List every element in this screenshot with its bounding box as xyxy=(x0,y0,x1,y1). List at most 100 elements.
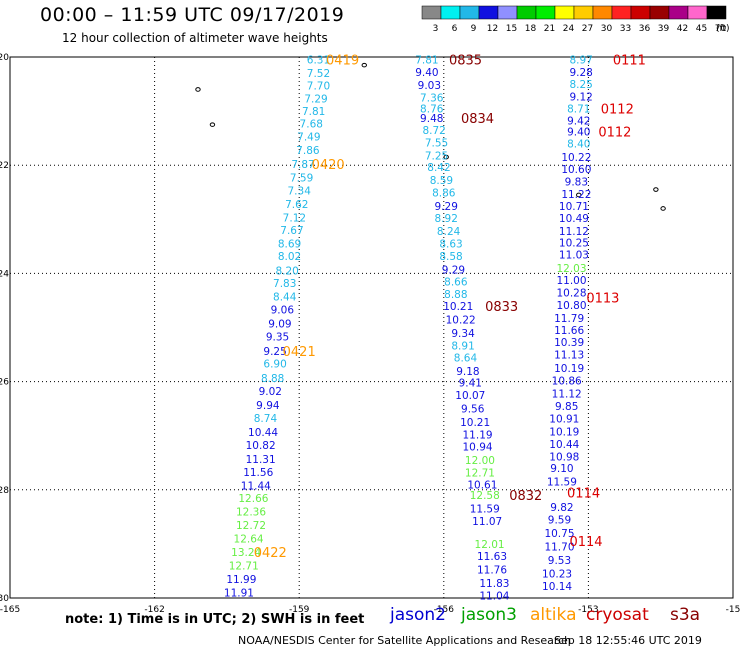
pass-time-label: 0834 xyxy=(461,112,494,127)
pass-time-label: 0422 xyxy=(254,546,287,561)
wave-height-value: 13.24 xyxy=(231,547,261,559)
wave-height-value: 10.44 xyxy=(549,439,579,451)
wave-height-value: 10.21 xyxy=(460,417,490,429)
wave-height-value: 8.42 xyxy=(427,162,450,174)
wave-height-value: 9.41 xyxy=(459,378,482,390)
wave-height-value: 9.56 xyxy=(461,404,485,416)
colorbar-label: 33 xyxy=(620,24,631,34)
colorbar-swatch xyxy=(611,5,632,20)
wave-height-value: 10.80 xyxy=(556,300,586,312)
map-grid xyxy=(9,56,734,599)
wave-height-value: 11.13 xyxy=(554,350,584,362)
pass-time-label: 0833 xyxy=(485,300,518,315)
latitude-tick-label: -30 xyxy=(0,594,9,604)
wave-height-value: 8.58 xyxy=(439,251,462,263)
wave-height-value: 10.91 xyxy=(549,413,579,425)
pass-time-label: 0113 xyxy=(586,292,619,307)
wave-height-value: 9.85 xyxy=(555,401,578,413)
wave-height-value: 7.52 xyxy=(307,68,330,80)
wave-height-value: 8.71 xyxy=(567,103,590,115)
longitude-tick-label: -153 xyxy=(578,605,598,615)
colorbar-swatch xyxy=(440,5,461,20)
map-frame xyxy=(9,56,734,599)
wave-height-value: 9.83 xyxy=(565,176,588,188)
wave-height-value: 11.07 xyxy=(472,516,502,528)
island-outline xyxy=(653,187,659,192)
island-outline xyxy=(660,206,666,211)
wave-height-value: 8.88 xyxy=(444,289,467,301)
wave-height-value: 12.58 xyxy=(470,490,500,502)
colorbar-label: 42 xyxy=(677,24,688,34)
axis-labels: -165 -162 -159 -156 -153 -15 -20 -22 -24 -26 -28 -3… xyxy=(0,53,740,615)
wave-height-value: 12.01 xyxy=(475,539,505,551)
wave-height-value: 9.42 xyxy=(567,115,590,127)
wave-height-value: 8.24 xyxy=(437,226,461,238)
wave-height-value: 8.40 xyxy=(567,139,590,151)
wave-height-value: 10.75 xyxy=(544,528,574,540)
wave-height-value: 10.28 xyxy=(556,287,586,299)
wave-height-value: 8.25 xyxy=(569,79,592,91)
pass-time-label: 0419 xyxy=(326,54,359,69)
wave-height-value: 7.68 xyxy=(300,119,323,131)
wave-height-value: 9.40 xyxy=(415,67,438,79)
wave-height-value: 8.64 xyxy=(454,352,478,364)
wave-height-value: 12.00 xyxy=(465,455,495,467)
colorbar-swatch xyxy=(630,5,651,20)
colorbar-swatch xyxy=(592,5,613,20)
credit-line: NOAA/NESDIS Center for Satellite Applica… xyxy=(238,634,572,647)
wave-height-value: 11.70 xyxy=(544,542,574,554)
wave-height-value: 8.91 xyxy=(451,340,474,352)
island-outline xyxy=(361,62,367,68)
colorbar-label: 27 xyxy=(582,24,593,34)
colorbar-label: 30 xyxy=(601,24,613,34)
wave-height-value: 9.28 xyxy=(569,67,592,79)
wave-height-value: 10.25 xyxy=(559,238,589,250)
wave-height-value: 12.03 xyxy=(556,263,586,275)
wave-height-value: 11.12 xyxy=(559,226,589,238)
wave-height-value: 6.90 xyxy=(263,359,286,371)
wave-height-value: 9.25 xyxy=(263,346,286,358)
colorbar-label: 39 xyxy=(658,24,670,34)
wave-height-value: 10.71 xyxy=(559,201,589,213)
wave-height-value: 10.21 xyxy=(443,301,473,313)
latitude-tick-label: -28 xyxy=(0,486,9,496)
wave-height-value: 9.12 xyxy=(569,91,592,103)
wave-height-value: 9.82 xyxy=(550,502,573,514)
wave-height-value: 8.44 xyxy=(273,292,297,304)
latitude-tick-label: -26 xyxy=(0,378,9,388)
pass-time-label: 0114 xyxy=(567,487,600,502)
wave-height-value: 6.31 xyxy=(307,55,330,67)
wave-height-value: 9.06 xyxy=(271,305,295,317)
footnote: note: 1) Time is in UTC; 2) SWH is in fe… xyxy=(65,612,365,627)
wave-height-value: 8.97 xyxy=(569,55,592,67)
colorbar-label: 21 xyxy=(544,24,555,34)
colorbar-unit: (ft) xyxy=(716,24,730,34)
wave-height-value: 11.83 xyxy=(479,578,509,590)
colorbar-label: 3 xyxy=(433,24,439,34)
island-outline xyxy=(195,87,201,92)
wave-height-value: 10.07 xyxy=(455,390,485,402)
islands xyxy=(195,62,666,211)
wave-height-value: 9.02 xyxy=(259,386,282,398)
pass-time-label: 0835 xyxy=(449,54,482,69)
wave-height-value: 8.76 xyxy=(420,103,444,115)
longitude-tick-label: -162 xyxy=(144,605,164,615)
wave-height-value: 7.12 xyxy=(283,213,306,225)
colorbar-swatch xyxy=(516,5,537,20)
colorbar-swatch xyxy=(649,5,670,20)
colorbar-swatch xyxy=(535,5,556,20)
satellite-tracks: 6.317.527.707.297.817.687.497.867.877.59… xyxy=(224,54,646,603)
colorbar-swatch xyxy=(687,5,708,20)
legend-entry-jason2: jason2 xyxy=(390,605,446,625)
wave-height-value: 11.19 xyxy=(463,430,493,442)
legend-entry-cryosat: cryosat xyxy=(586,605,649,625)
colorbar-label: 45 xyxy=(696,24,707,34)
wave-height-value: 7.25 xyxy=(425,150,448,162)
wave-height-value: 9.40 xyxy=(567,127,590,139)
pass-time-label: 0112 xyxy=(601,102,634,117)
wave-height-value: 12.71 xyxy=(229,561,259,573)
wave-height-value: 10.49 xyxy=(559,213,589,225)
wave-height-value: 9.94 xyxy=(256,400,280,412)
wave-height-value: 9.53 xyxy=(548,555,571,567)
